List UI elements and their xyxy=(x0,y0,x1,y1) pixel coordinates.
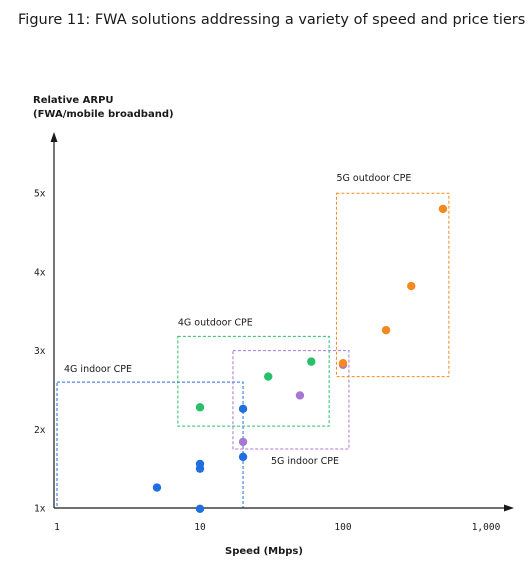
point-4g-outdoor-cpe xyxy=(307,357,316,366)
point-4g-indoor-cpe xyxy=(195,459,205,469)
y-axis-label: Relative ARPU xyxy=(33,95,114,106)
point-5g-outdoor-cpe xyxy=(381,325,391,335)
region-label-4g-indoor-cpe: 4G indoor CPE xyxy=(64,364,132,375)
point-5g-indoor-cpe xyxy=(295,391,305,400)
axes xyxy=(50,132,514,512)
point-4g-indoor-cpe xyxy=(238,452,248,462)
point-4g-indoor-cpe xyxy=(238,404,248,414)
y-tick-label: 3x xyxy=(34,346,46,357)
region-4g-indoor-cpe-box xyxy=(56,381,244,509)
y-axis-sublabel: (FWA/mobile broadband) xyxy=(33,109,174,120)
point-5g-outdoor-cpe xyxy=(338,358,348,368)
x-axis-arrow xyxy=(504,504,514,512)
x-tick-label: 100 xyxy=(334,522,351,533)
y-tick-label: 4x xyxy=(34,267,46,278)
data-points xyxy=(152,204,448,513)
y-tick-label: 1x xyxy=(34,504,46,515)
x-axis-label: Speed (Mbps) xyxy=(225,546,303,557)
point-4g-indoor-cpe xyxy=(152,483,162,492)
y-tick-label: 2x xyxy=(34,425,46,436)
region-5g-outdoor-cpe-box xyxy=(335,192,450,378)
region-label-5g-indoor-cpe: 5G indoor CPE xyxy=(271,456,339,467)
region-label-5g-outdoor-cpe: 5G outdoor CPE xyxy=(336,173,411,184)
region-4g-outdoor-cpe-box xyxy=(177,335,330,427)
y-tick-label: 5x xyxy=(34,189,46,200)
region-labels: 4G indoor CPE 4G outdoor CPE 5G indoor CPE… xyxy=(64,173,411,467)
tick-labels: 1 10 100 1,000 1x 2x 3x 4x 5x xyxy=(34,189,501,533)
region-label-4g-outdoor-cpe: 4G outdoor CPE xyxy=(178,317,253,328)
region-boxes xyxy=(56,192,450,509)
point-5g-outdoor-cpe xyxy=(438,204,448,214)
point-5g-outdoor-cpe xyxy=(407,281,416,291)
x-tick-label: 1,000 xyxy=(472,522,501,533)
figure-title: Figure 11: FWA solutions addressing a va… xyxy=(18,12,526,28)
point-4g-outdoor-cpe xyxy=(195,403,205,412)
x-tick-label: 10 xyxy=(194,522,206,533)
point-4g-outdoor-cpe xyxy=(264,372,273,381)
x-tick-label: 1 xyxy=(54,522,60,533)
point-5g-indoor-cpe xyxy=(238,437,248,447)
y-axis-arrow xyxy=(50,132,58,142)
point-4g-indoor-cpe xyxy=(195,504,205,513)
region-5g-indoor-cpe-box xyxy=(232,350,350,450)
